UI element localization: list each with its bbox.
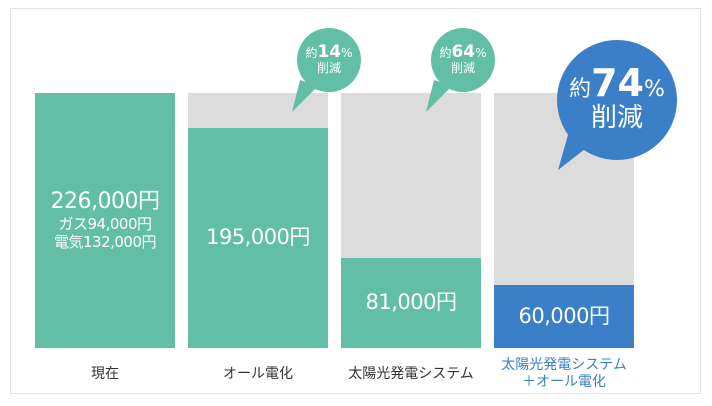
reduction-bubble-14: 約14% 削減 xyxy=(297,28,361,92)
bubble-line2: 削減 xyxy=(590,103,643,134)
bar-sub-electric: 電気132,000円 xyxy=(53,232,157,251)
reduction-bubble-74: 約74% 削減 xyxy=(557,40,677,160)
bar-all-electric: 195,000円 xyxy=(188,93,328,348)
x-label-current: 現在 xyxy=(91,366,119,382)
bar-value: 226,000円 xyxy=(50,189,160,215)
x-label-line2: ＋オール電化 xyxy=(522,373,606,390)
x-label-all-electric: オール電化 xyxy=(223,366,293,382)
bubble-tail-14 xyxy=(292,80,318,112)
bar-value: 81,000円 xyxy=(365,290,457,315)
bar-fill-solar: 81,000円 xyxy=(341,258,481,348)
bubble-line2: 削減 xyxy=(450,60,475,75)
bar-solar: 81,000円 xyxy=(341,93,481,348)
bar-sub-gas: ガス94,000円 xyxy=(58,214,153,233)
bar-fill-all-electric: 195,000円 xyxy=(188,128,328,348)
bubble-line1: 約14% xyxy=(305,41,353,62)
bar-value: 60,000円 xyxy=(518,303,610,328)
bubble-line2: 削減 xyxy=(316,60,341,75)
x-label-solar: 太陽光発電システム xyxy=(348,366,474,382)
reduction-bubble-64: 約64% 削減 xyxy=(431,28,495,92)
bubble-line1: 約74% xyxy=(569,61,665,106)
bar-value: 195,000円 xyxy=(206,225,310,250)
bubble-line1: 約64% xyxy=(439,41,487,62)
bar-fill-current: 226,000円 ガス94,000円 電気132,000円 xyxy=(35,93,175,348)
x-label-line1: 太陽光発電システム xyxy=(501,357,627,373)
bar-current: 226,000円 ガス94,000円 電気132,000円 xyxy=(35,93,175,348)
x-label-solar-all-electric: 太陽光発電システム ＋オール電化 xyxy=(484,357,644,391)
bubble-tail-64 xyxy=(426,80,452,112)
bar-fill-solar-all-electric: 60,000円 xyxy=(494,285,634,348)
